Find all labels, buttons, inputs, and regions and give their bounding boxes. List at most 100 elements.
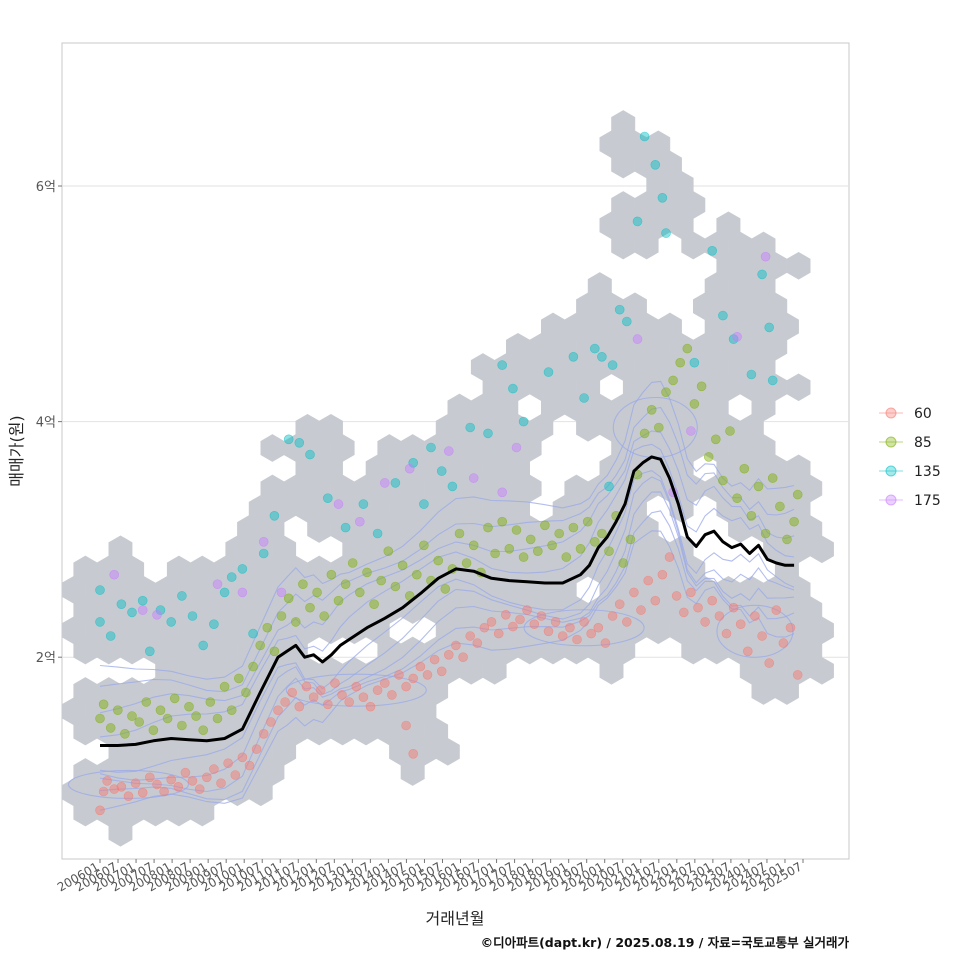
- legend-label: 60: [914, 406, 932, 422]
- hexbin-cell: [634, 312, 659, 341]
- point-85: [540, 520, 550, 531]
- point-60: [145, 772, 155, 783]
- y-tick-label: 2억: [36, 651, 56, 666]
- point-85: [725, 426, 735, 436]
- point-135: [258, 548, 269, 559]
- hexbin-cell: [599, 656, 624, 685]
- point-60: [515, 614, 525, 625]
- point-85: [120, 728, 130, 739]
- point-85: [490, 548, 500, 559]
- point-60: [465, 631, 476, 641]
- point-85: [234, 673, 244, 684]
- point-60: [785, 622, 796, 633]
- point-135: [767, 375, 778, 386]
- point-135: [746, 369, 757, 380]
- hexbin-cell: [564, 474, 589, 503]
- point-175: [212, 579, 223, 590]
- density-contour: [99, 430, 795, 714]
- point-85: [333, 595, 344, 606]
- point-85: [226, 705, 237, 716]
- point-135: [226, 572, 237, 582]
- point-60: [607, 611, 618, 621]
- point-60: [194, 784, 205, 794]
- point-60: [557, 631, 568, 641]
- hexbin-cell: [716, 211, 741, 240]
- point-60: [629, 587, 639, 598]
- point-135: [155, 605, 166, 615]
- point-135: [95, 617, 105, 627]
- point-175: [354, 516, 365, 527]
- hexbin-cell: [634, 191, 659, 219]
- point-60: [678, 607, 689, 618]
- density-contour-ring: [67, 769, 190, 799]
- point-60: [152, 779, 162, 790]
- point-85: [326, 569, 337, 580]
- point-60: [180, 767, 191, 778]
- point-85: [782, 534, 792, 545]
- point-135: [661, 228, 671, 238]
- point-175: [258, 536, 269, 547]
- point-60: [408, 748, 419, 759]
- point-85: [141, 697, 152, 707]
- point-60: [344, 697, 355, 707]
- point-85: [369, 599, 379, 610]
- point-60: [401, 681, 411, 692]
- point-85: [298, 579, 308, 590]
- hexbin-cell: [751, 393, 776, 422]
- point-85: [113, 705, 123, 716]
- point-135: [650, 160, 661, 170]
- point-175: [333, 499, 344, 509]
- point-60: [422, 670, 433, 680]
- plot-area: [62, 110, 834, 847]
- point-85: [792, 489, 803, 500]
- point-85: [347, 558, 358, 568]
- point-85: [283, 593, 294, 604]
- point-60: [778, 638, 789, 648]
- point-60: [159, 786, 169, 797]
- point-85: [675, 357, 686, 368]
- point-60: [216, 778, 226, 789]
- point-85: [483, 522, 493, 533]
- point-85: [376, 575, 387, 586]
- point-60: [187, 776, 198, 786]
- point-85: [604, 546, 614, 557]
- point-135: [483, 428, 493, 439]
- point-60: [643, 575, 654, 586]
- hexbin-cell: [190, 636, 215, 665]
- point-60: [735, 619, 746, 630]
- point-60: [565, 622, 575, 633]
- legend-key-dot: [885, 407, 897, 419]
- point-175: [152, 609, 162, 620]
- point-85: [710, 434, 721, 445]
- hexbin-cell: [307, 515, 332, 543]
- point-85: [169, 693, 180, 704]
- point-175: [511, 442, 522, 453]
- point-135: [508, 383, 518, 394]
- y-axis: 2억 4억 6억: [36, 180, 62, 666]
- point-85: [219, 681, 230, 692]
- point-175: [137, 605, 148, 615]
- point-60: [472, 638, 483, 648]
- point-85: [575, 543, 586, 554]
- point-60: [244, 760, 255, 771]
- point-60: [579, 617, 589, 627]
- point-60: [714, 611, 725, 621]
- hexbin-cell: [786, 373, 811, 402]
- point-85: [241, 687, 251, 698]
- point-175: [468, 473, 479, 483]
- point-60: [123, 791, 134, 802]
- point-175: [686, 426, 696, 436]
- point-85: [653, 422, 664, 433]
- point-135: [198, 640, 208, 651]
- hexbin-cell: [587, 272, 612, 300]
- point-60: [522, 605, 532, 615]
- point-135: [465, 422, 476, 433]
- point-85: [155, 705, 166, 716]
- density-contour: [99, 443, 795, 738]
- point-85: [767, 473, 778, 483]
- point-85: [312, 587, 322, 598]
- point-85: [411, 569, 422, 580]
- point-60: [415, 661, 426, 672]
- point-85: [518, 552, 529, 562]
- point-135: [322, 493, 333, 504]
